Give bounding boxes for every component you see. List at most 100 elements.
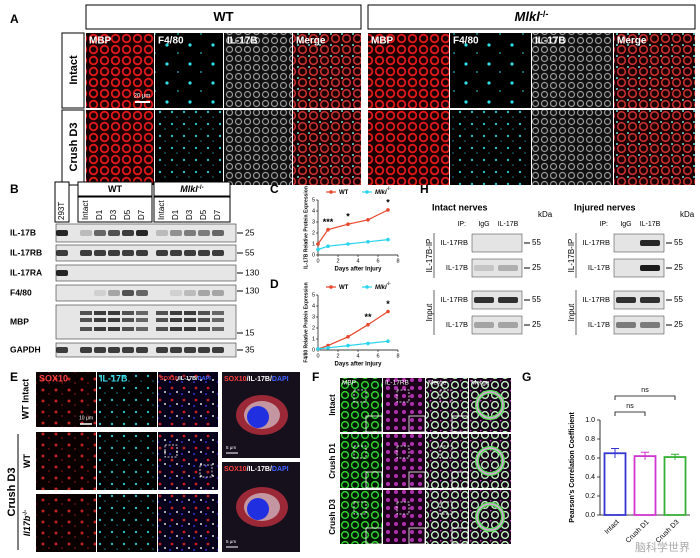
zoom-box [353,389,367,403]
blot-strip [471,290,523,310]
blot-band [198,230,210,236]
blot-strip [471,315,523,335]
y-tick-label: 5 [312,197,315,203]
y-tick-label: 0 [312,347,315,353]
blot-band [498,322,518,328]
channel-name: IL-17B [249,376,270,383]
blot-band [498,265,518,271]
inset-box [451,471,469,489]
y-tick-label: 0.0 [585,512,595,519]
blot-band [136,327,148,331]
micrograph [383,378,425,432]
blot-band [170,290,182,296]
data-point [316,242,320,246]
inset-box [408,471,426,489]
x-tick-label: Intact [604,519,621,536]
channel-name: SOX10 [224,466,247,473]
block-title: Injured nerves [574,202,636,212]
blot-band [616,322,636,328]
micrograph [36,494,96,552]
separator: / [270,466,272,473]
lane-label: 293T [57,202,66,220]
blot-band [136,318,148,322]
micrograph [426,490,468,544]
blot-band [56,270,68,276]
blot-strip [613,233,665,253]
row-label: Il17b-/- [22,510,33,536]
blot-band [198,327,210,331]
bar [663,456,687,516]
zoom-box [439,501,453,515]
blot-band [184,311,196,315]
channel-label: IL-17RB [385,380,409,387]
channel-name: SOX10 [160,376,178,382]
blot-band [212,318,224,322]
micrograph [36,432,96,490]
ip-label: IP: [457,221,466,228]
blot-band [474,265,494,271]
micrograph [532,33,613,108]
group-label: Crush D3 [6,468,18,517]
panel-letter: C [270,182,279,196]
data-point [326,227,330,232]
blot-band [94,230,106,236]
micrograph [224,110,292,185]
data-point [366,322,370,327]
ip-lane: IL-17B [498,221,519,228]
inset-box [365,527,383,545]
micrograph [158,372,218,427]
row-label: GAPDH [10,344,41,354]
y-axis-label: F4/80 Relative Protein Expression [303,282,309,362]
blot-band [474,297,494,303]
blot-band [136,230,148,236]
channel-label: IL-17B [227,36,258,47]
channel-label: Merge [471,380,490,387]
blot-band [640,265,660,271]
channel-label: SOX10/IL-17B/DAPI [160,376,211,382]
legend-label-main: Mlkl [375,190,387,196]
kda-marker: 25 [532,263,541,272]
micrograph [340,378,382,432]
lane-label: D7 [213,209,222,220]
blot-band [122,318,134,322]
zoom-cell [476,447,504,475]
data-point [386,339,390,344]
inset-box [451,415,469,433]
blot-band [170,347,182,353]
kda-label: kDa [680,210,695,219]
separator: / [247,466,249,473]
ip-lane: IgG [620,221,631,228]
significance: * [346,212,350,222]
zoom-box [199,464,213,478]
y-tick-label: 0 [312,252,315,258]
channel-label: MBP [371,36,394,47]
micrograph [383,490,425,544]
lane-label: D3 [185,209,194,220]
row-label: Crush D1 [328,443,337,479]
panel-letter: G [522,370,531,384]
channel-label: MBP [342,380,356,387]
lane-label: D1 [95,209,104,220]
zoom-box [396,389,410,403]
row-label: IL-17RB [440,238,468,247]
micrograph [155,110,223,185]
blot-band [108,318,120,322]
panel-letter: A [10,12,19,26]
inset-box [408,527,426,545]
blot-band [136,347,148,353]
group-header: Mlkl-/- [515,9,549,24]
data-point [346,222,350,226]
section-label: IL-17B-IP [567,239,576,273]
scale-bar-label: 20 μm [134,94,151,100]
channel-label: SOX10 [39,373,68,383]
blot-band [184,327,196,331]
kda-marker: 55 [532,238,541,247]
legend-label-sup: -/- [387,186,392,191]
panel-letter: B [10,182,19,196]
group-header: WT [213,9,233,24]
y-tick-label: 3 [312,314,315,320]
blot-band [136,250,148,256]
blot-band [474,322,494,328]
row-label: F4/80 [10,287,32,297]
blot-band [184,347,196,353]
